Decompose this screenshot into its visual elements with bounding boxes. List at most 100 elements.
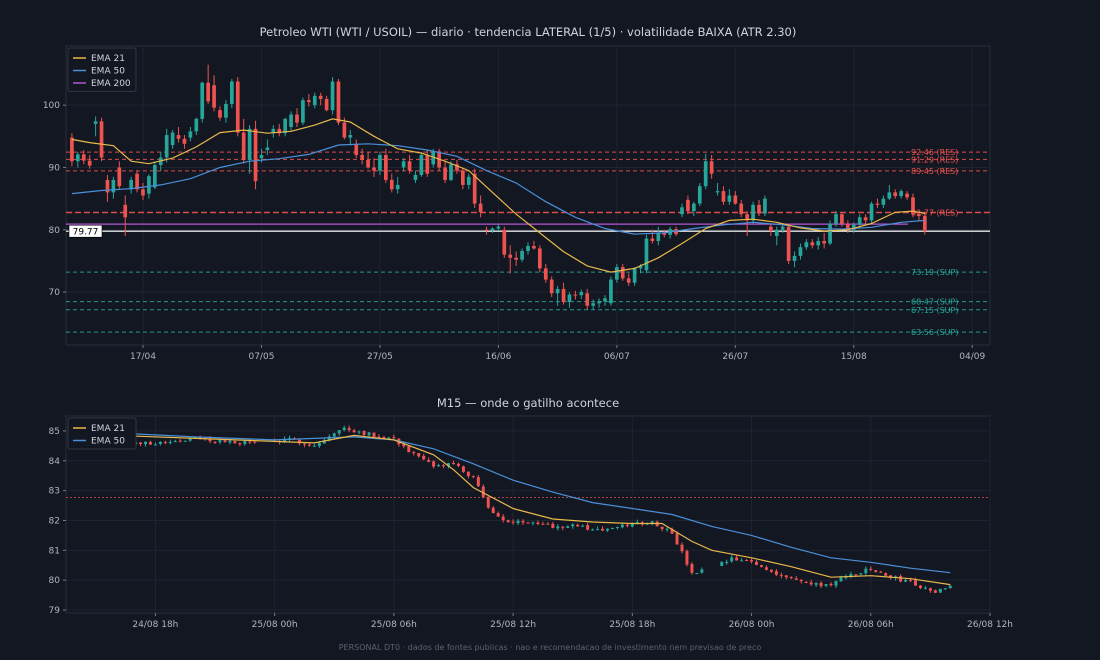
candle-body — [822, 240, 826, 244]
x-tick-label: 26/07 — [722, 352, 748, 362]
candle-body — [819, 582, 823, 587]
candle-body — [585, 293, 590, 306]
candle-body — [656, 232, 661, 241]
x-tick-label: 26/08 06h — [848, 620, 894, 630]
candle-body — [536, 522, 540, 524]
level-label: 63.56 (SUP) — [911, 328, 958, 337]
candle-body — [579, 292, 584, 296]
candle-body — [638, 265, 643, 269]
candle-body — [816, 240, 821, 246]
y-tick-label: 80 — [49, 576, 61, 586]
candle-body — [804, 242, 809, 248]
candle-body — [680, 207, 684, 215]
candle-body — [135, 173, 139, 190]
candle-body — [784, 575, 788, 578]
candle-body — [881, 198, 886, 205]
candle-body — [792, 255, 797, 261]
chart-title-m15: M15 — onde o gatilho acontece — [437, 396, 619, 410]
candle-body — [501, 516, 505, 521]
candle-body — [859, 573, 863, 575]
candle-body — [307, 444, 311, 446]
y-tick-label: 84 — [49, 457, 61, 467]
x-tick-label: 04/09 — [959, 352, 985, 362]
candle-body — [449, 164, 453, 180]
candle-body — [911, 197, 915, 215]
candle-body — [230, 81, 234, 104]
candle-body — [597, 301, 601, 304]
candle-body — [918, 585, 922, 588]
candle-body — [573, 294, 578, 296]
candle-body — [506, 520, 510, 523]
candle-body — [709, 161, 714, 174]
candle-body — [307, 100, 311, 103]
candle-body — [377, 436, 381, 438]
candle-body — [516, 520, 520, 524]
candle-body — [735, 557, 739, 561]
candle-body — [757, 204, 761, 214]
candle-body — [561, 288, 566, 303]
candle-body — [194, 118, 199, 132]
candle-body — [774, 571, 778, 575]
footer-disclaimer: PERSONAL DT0 · dados de fontes publicas … — [339, 643, 762, 652]
candle-body — [427, 459, 431, 462]
candle-body — [461, 466, 465, 472]
candle-body — [610, 528, 614, 530]
ema21-line — [75, 433, 951, 586]
candle-body — [332, 433, 336, 437]
candle-body — [422, 455, 426, 460]
candle-body — [923, 216, 927, 232]
candle-body — [576, 524, 580, 527]
y-tick-label: 82 — [49, 516, 60, 526]
candle-body — [99, 121, 104, 158]
candle-body — [502, 229, 507, 255]
candle-body — [571, 524, 575, 527]
candle-body — [839, 577, 843, 582]
candle-body — [928, 588, 932, 591]
candle-body — [917, 214, 921, 217]
candle-body — [412, 452, 416, 454]
y-tick-label: 85 — [49, 427, 60, 437]
candle-body — [336, 81, 341, 123]
candle-body — [849, 574, 853, 578]
candle-body — [780, 226, 785, 230]
candle-body — [283, 438, 287, 443]
candle-body — [182, 138, 187, 144]
candle-body — [566, 526, 570, 528]
candle-body — [348, 135, 353, 138]
candle-body — [721, 191, 726, 202]
candle-body — [372, 167, 376, 171]
candle-body — [413, 174, 418, 180]
candle-body — [342, 427, 346, 431]
candle-body — [277, 128, 282, 134]
candle-body — [863, 217, 868, 221]
candle-body — [644, 238, 649, 271]
candle-body — [327, 436, 331, 441]
candle-body — [596, 529, 600, 531]
candle-body — [253, 128, 258, 182]
candle-body — [933, 590, 937, 593]
x-tick-label: 25/08 12h — [490, 620, 536, 630]
candle-body — [690, 563, 694, 573]
candle-body — [139, 442, 143, 444]
candle-body — [625, 524, 629, 526]
x-tick-label: 27/05 — [367, 352, 393, 362]
candle-body — [887, 192, 892, 199]
candle-body — [70, 137, 74, 162]
candle-body — [248, 441, 252, 443]
candle-body — [561, 526, 565, 528]
candle-body — [322, 440, 326, 444]
legend-box — [67, 47, 137, 92]
candle-body — [549, 279, 554, 294]
candle-body — [620, 524, 624, 528]
candle-body — [844, 576, 848, 578]
candle-body — [745, 214, 749, 221]
candle-body — [854, 574, 858, 576]
level-label: 68.47 (SUP) — [911, 298, 958, 307]
candle-body — [188, 131, 193, 138]
level-label: 67.15 (SUP) — [911, 306, 958, 315]
candle-body — [521, 521, 525, 523]
candle-body — [769, 226, 773, 232]
candle-body — [173, 441, 177, 443]
candle-body — [442, 465, 446, 467]
candle-body — [153, 164, 157, 188]
